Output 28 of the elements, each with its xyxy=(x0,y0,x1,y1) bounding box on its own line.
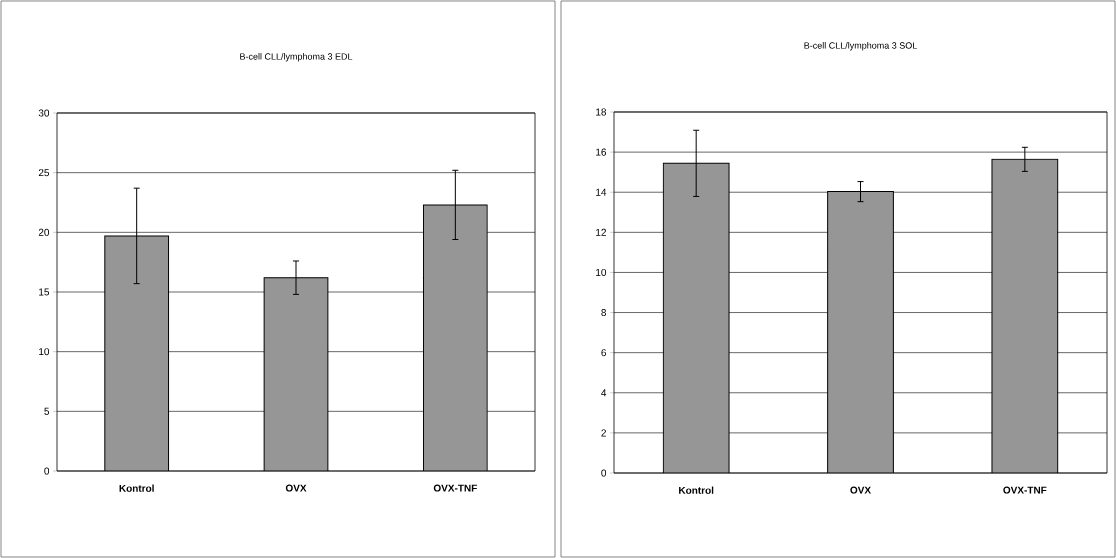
y-tick-label: 8 xyxy=(601,309,607,317)
y-tick-label: 6 xyxy=(601,349,607,357)
bar xyxy=(104,235,170,471)
y-tick-label: 18 xyxy=(596,108,607,116)
y-tick-label: 4 xyxy=(601,389,607,397)
x-tick-label: Kontrol xyxy=(679,486,714,494)
y-tick-label: 10 xyxy=(596,268,607,276)
y-tick-label: 15 xyxy=(39,288,50,296)
y-tick-label: 5 xyxy=(44,407,50,415)
y-tick-label: 2 xyxy=(601,429,606,437)
y-tick-label: 10 xyxy=(39,348,50,356)
y-tick-label: 30 xyxy=(38,109,50,117)
x-tick-label: OVX-TNF xyxy=(433,484,477,492)
x-tick-label: Kontrol xyxy=(119,484,154,492)
y-tick-label: 0 xyxy=(44,467,50,475)
chart-title: B-cell CLL/lymphoma 3 SOL xyxy=(804,42,917,51)
y-tick-label: 20 xyxy=(38,228,50,236)
bar xyxy=(422,204,488,471)
bar xyxy=(263,277,329,471)
y-tick-label: 12 xyxy=(596,228,606,236)
chart-title: B-cell CLL/lymphoma 3 EDL xyxy=(240,53,353,62)
x-tick-label: OVX-TNF xyxy=(1003,486,1047,494)
y-tick-label: 16 xyxy=(596,148,607,156)
y-tick-label: 0 xyxy=(601,469,607,477)
x-tick-label: OVX xyxy=(285,484,307,492)
y-tick-label: 25 xyxy=(38,169,50,177)
y-tick-label: 14 xyxy=(596,188,607,196)
x-tick-label: OVX xyxy=(850,486,871,494)
